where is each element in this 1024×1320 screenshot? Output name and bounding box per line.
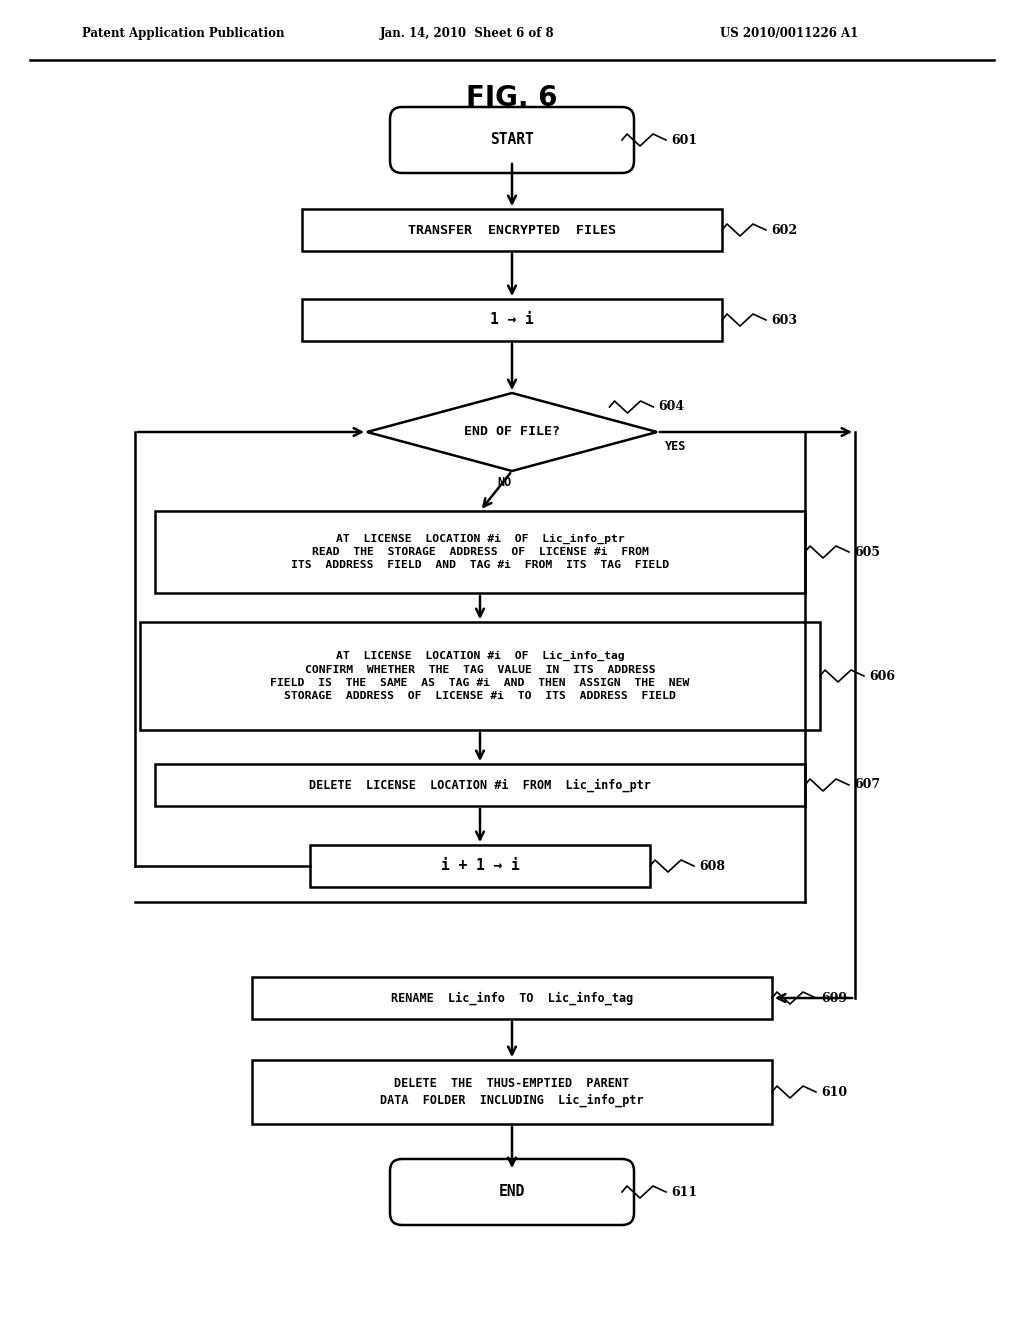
Text: AT  LICENSE  LOCATION #i  OF  Lic_info_tag
CONFIRM  WHETHER  THE  TAG  VALUE  IN: AT LICENSE LOCATION #i OF Lic_info_tag C… (270, 651, 690, 701)
Polygon shape (367, 393, 657, 471)
Bar (155, 764, 805, 807)
Bar (302, 209, 722, 251)
Text: 610: 610 (821, 1085, 847, 1098)
Text: 611: 611 (671, 1185, 697, 1199)
Text: US 2010/0011226 A1: US 2010/0011226 A1 (720, 28, 858, 41)
FancyBboxPatch shape (390, 1159, 634, 1225)
Text: 607: 607 (854, 779, 880, 792)
Text: FIG. 6: FIG. 6 (466, 84, 558, 112)
Text: 604: 604 (658, 400, 685, 413)
Text: END: END (499, 1184, 525, 1200)
Text: NO: NO (497, 477, 511, 488)
Bar (140, 622, 820, 730)
Bar (155, 511, 805, 593)
Text: Jan. 14, 2010  Sheet 6 of 8: Jan. 14, 2010 Sheet 6 of 8 (380, 28, 555, 41)
Bar (310, 845, 650, 887)
Text: TRANSFER  ENCRYPTED  FILES: TRANSFER ENCRYPTED FILES (408, 223, 616, 236)
Text: 608: 608 (699, 859, 725, 873)
Text: i + 1 → i: i + 1 → i (440, 858, 519, 874)
Text: 601: 601 (671, 133, 697, 147)
Text: 603: 603 (771, 314, 797, 326)
Bar (302, 300, 722, 341)
Text: 609: 609 (821, 991, 847, 1005)
Text: YES: YES (665, 440, 686, 453)
Text: 606: 606 (869, 669, 895, 682)
Text: DELETE  LICENSE  LOCATION #i  FROM  Lic_info_ptr: DELETE LICENSE LOCATION #i FROM Lic_info… (309, 779, 651, 792)
Text: START: START (490, 132, 534, 148)
Text: AT  LICENSE  LOCATION #i  OF  Lic_info_ptr
READ  THE  STORAGE  ADDRESS  OF  LICE: AT LICENSE LOCATION #i OF Lic_info_ptr R… (291, 533, 669, 570)
Bar (252, 977, 772, 1019)
Text: 602: 602 (771, 223, 797, 236)
Text: DELETE  THE  THUS-EMPTIED  PARENT
DATA  FOLDER  INCLUDING  Lic_info_ptr: DELETE THE THUS-EMPTIED PARENT DATA FOLD… (380, 1077, 644, 1107)
Text: 1 → i: 1 → i (490, 313, 534, 327)
Bar (252, 1060, 772, 1125)
Text: Patent Application Publication: Patent Application Publication (82, 28, 285, 41)
Text: 605: 605 (854, 545, 880, 558)
Text: END OF FILE?: END OF FILE? (464, 425, 560, 438)
FancyBboxPatch shape (390, 107, 634, 173)
Text: RENAME  Lic_info  TO  Lic_info_tag: RENAME Lic_info TO Lic_info_tag (391, 991, 633, 1005)
